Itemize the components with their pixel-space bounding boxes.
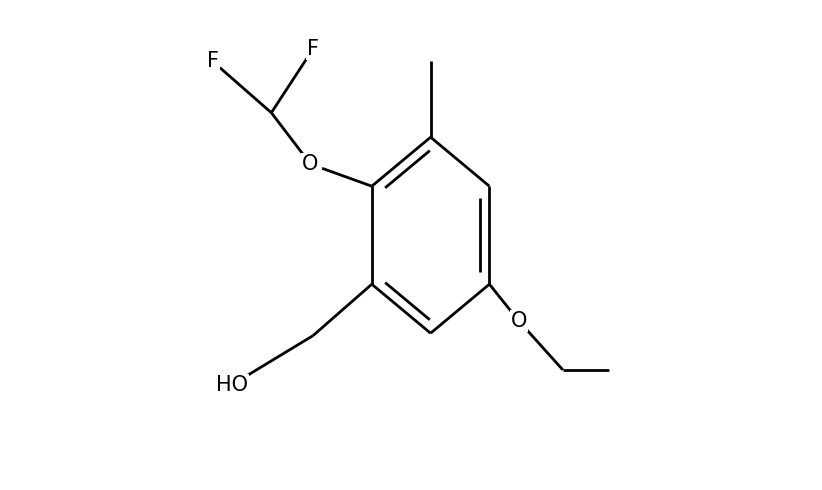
Text: HO: HO	[216, 375, 248, 394]
Text: O: O	[510, 311, 527, 331]
Text: F: F	[206, 51, 219, 71]
Text: O: O	[302, 154, 319, 174]
Text: F: F	[307, 39, 319, 59]
